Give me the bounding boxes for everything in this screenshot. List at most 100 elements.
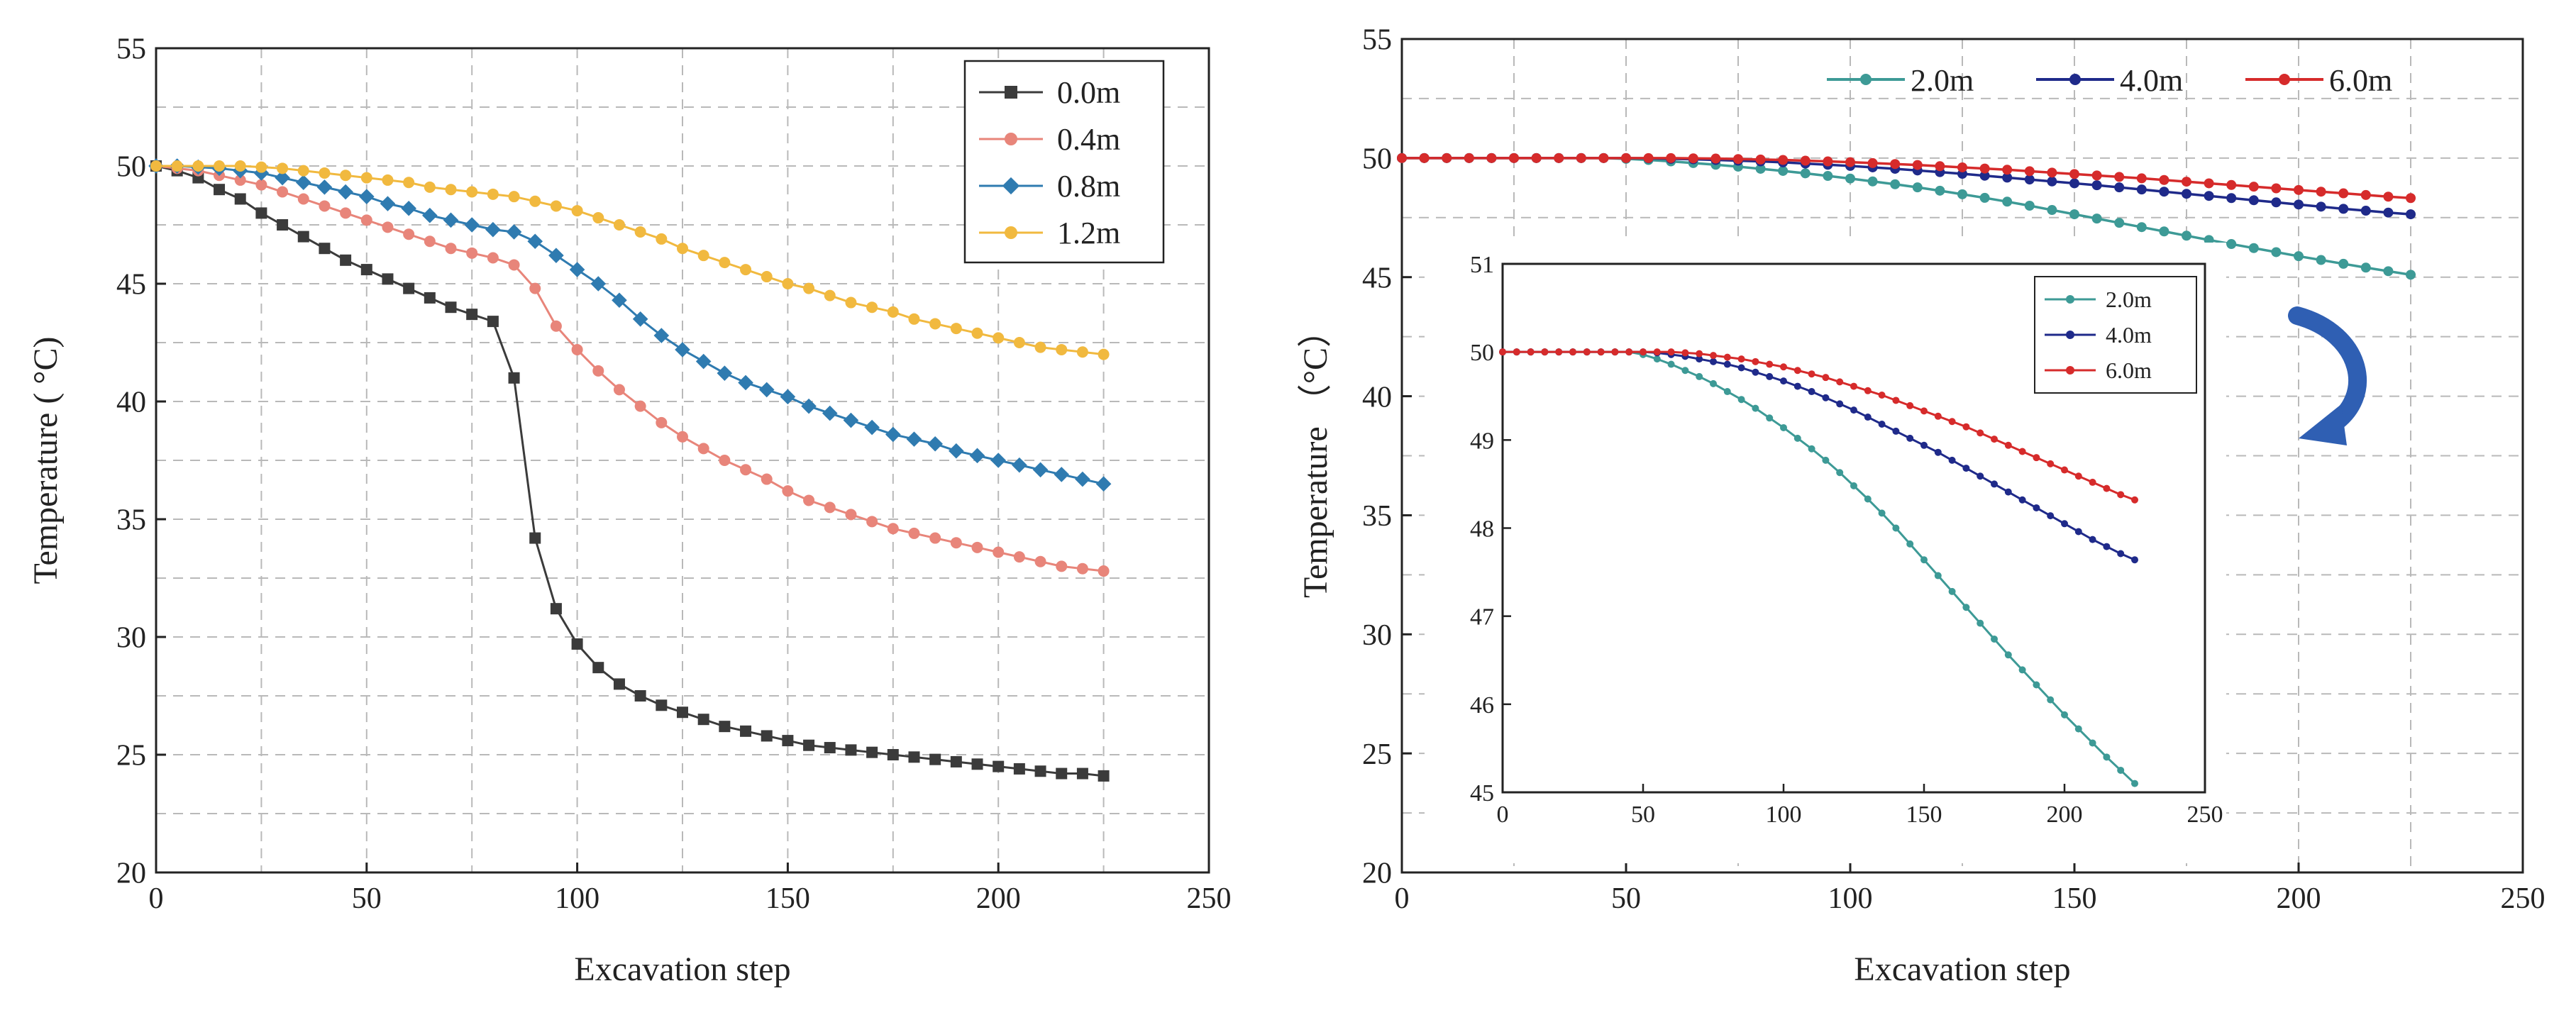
right-legend-label: 6.0m xyxy=(2329,63,2392,98)
inset-data-point xyxy=(1653,355,1661,363)
left-y-tick-label: 50 xyxy=(116,151,146,184)
inset-y-tick-label: 50 xyxy=(1470,340,1494,366)
left-data-point xyxy=(1034,765,1046,777)
right-data-point xyxy=(1576,153,1586,163)
left-legend-swatch-marker xyxy=(1005,226,1017,239)
right-legend: 2.0m 4.0m 6.0m xyxy=(1827,63,2392,98)
inset-data-point xyxy=(1696,355,1703,363)
inset-data-point xyxy=(1822,456,1830,464)
left-data-point xyxy=(866,746,878,758)
inset-data-point xyxy=(1906,401,1914,409)
left-data-point xyxy=(949,443,964,459)
inset-data-point xyxy=(1892,427,1900,435)
left-series-1-2m xyxy=(150,160,1110,360)
left-data-point xyxy=(571,343,583,355)
right-data-point xyxy=(1531,153,1542,163)
inset-data-point xyxy=(1836,378,1844,386)
inset-data-point xyxy=(2033,681,2040,689)
left-data-point xyxy=(319,243,331,255)
left-data-point xyxy=(316,179,333,195)
left-data-point xyxy=(255,207,267,219)
right-x-tick-label: 100 xyxy=(1828,882,1873,915)
right-data-point xyxy=(1486,153,1497,163)
right-data-point xyxy=(2248,182,2259,192)
left-data-point xyxy=(1098,770,1110,782)
right-data-point xyxy=(1778,155,1789,165)
left-y-tick-label: 25 xyxy=(116,740,146,772)
left-data-point xyxy=(697,714,709,726)
inset-data-point xyxy=(2047,512,2055,520)
right-data-point xyxy=(2248,195,2259,206)
left-x-tick-label: 50 xyxy=(352,882,382,915)
inset-x-tick-label: 250 xyxy=(2187,802,2223,828)
left-data-point xyxy=(993,546,1005,558)
right-data-point xyxy=(2069,209,2079,220)
inset-data-point xyxy=(1793,367,1801,375)
inset-data-point xyxy=(1723,388,1731,396)
inset-y-tick-label: 47 xyxy=(1470,604,1494,631)
left-data-point xyxy=(908,527,920,539)
right-x-tick-label: 150 xyxy=(2052,882,2097,915)
inset-data-point xyxy=(1991,635,1998,643)
left-data-point xyxy=(340,207,352,219)
inset-y-tick-label: 49 xyxy=(1470,428,1494,454)
right-x-tick-label: 50 xyxy=(1611,882,1641,915)
left-data-point xyxy=(255,161,267,173)
left-data-point xyxy=(359,189,375,204)
left-data-point xyxy=(1013,551,1025,563)
inset-data-point xyxy=(1681,349,1689,357)
inset-data-point xyxy=(2131,780,2138,787)
inset-data-point xyxy=(1723,360,1731,368)
inset-data-point xyxy=(2089,478,2096,486)
right-data-point xyxy=(1957,189,1967,199)
right-data-point xyxy=(2406,270,2416,280)
right-data-point xyxy=(2406,209,2416,220)
left-data-point xyxy=(803,282,815,294)
left-data-point xyxy=(950,755,962,767)
inset-chart: 0 50 100 150 200 250 45 46 47 48 49 50 51 2.0m 4.0m 6.0… xyxy=(1425,243,2226,863)
right-data-point xyxy=(1509,153,1519,163)
inset-series-6-0m xyxy=(1499,348,2138,504)
left-data-point xyxy=(993,332,1005,344)
left-data-point xyxy=(993,760,1005,772)
inset-data-point xyxy=(1667,348,1675,356)
inset-data-point xyxy=(2103,543,2111,550)
inset-data-point xyxy=(1710,357,1717,365)
left-data-point xyxy=(634,690,646,702)
inset-data-point xyxy=(1793,434,1801,442)
left-data-point xyxy=(424,181,436,193)
left-data-point xyxy=(571,638,583,650)
inset-data-point xyxy=(1696,372,1703,380)
right-data-point xyxy=(2294,184,2304,195)
inset-data-point xyxy=(2074,528,2082,536)
inset-data-point xyxy=(1920,441,1928,449)
left-data-point xyxy=(445,184,457,196)
right-data-point xyxy=(1800,155,1811,166)
right-y-tick-label: 30 xyxy=(1362,619,1392,652)
right-data-point xyxy=(1621,153,1631,163)
inset-data-point xyxy=(1878,392,1886,399)
right-data-point xyxy=(2047,205,2057,216)
right-data-point xyxy=(2204,235,2214,245)
right-data-point xyxy=(2114,172,2125,182)
inset-data-point xyxy=(1710,352,1717,360)
right-data-point xyxy=(1397,153,1407,163)
right-x-tick-label: 200 xyxy=(2277,882,2321,915)
left-data-point xyxy=(866,301,878,314)
left-data-point xyxy=(803,739,815,751)
right-legend-label: 2.0m xyxy=(1911,63,1974,98)
inset-data-point xyxy=(1920,556,1928,564)
inset-data-point xyxy=(1808,445,1815,453)
zoom-arrow-icon xyxy=(2288,306,2367,445)
left-data-point xyxy=(824,289,836,301)
right-data-point xyxy=(1957,162,1967,172)
left-data-point xyxy=(740,725,752,737)
left-data-point xyxy=(571,205,583,217)
right-data-point xyxy=(1778,165,1789,176)
left-legend-swatch-marker xyxy=(1002,177,1020,195)
right-y-tick-label: 35 xyxy=(1362,500,1392,533)
left-data-point xyxy=(214,184,226,196)
left-data-point xyxy=(719,257,731,269)
left-y-tick-label: 30 xyxy=(116,622,146,655)
right-data-point xyxy=(1935,161,1945,172)
